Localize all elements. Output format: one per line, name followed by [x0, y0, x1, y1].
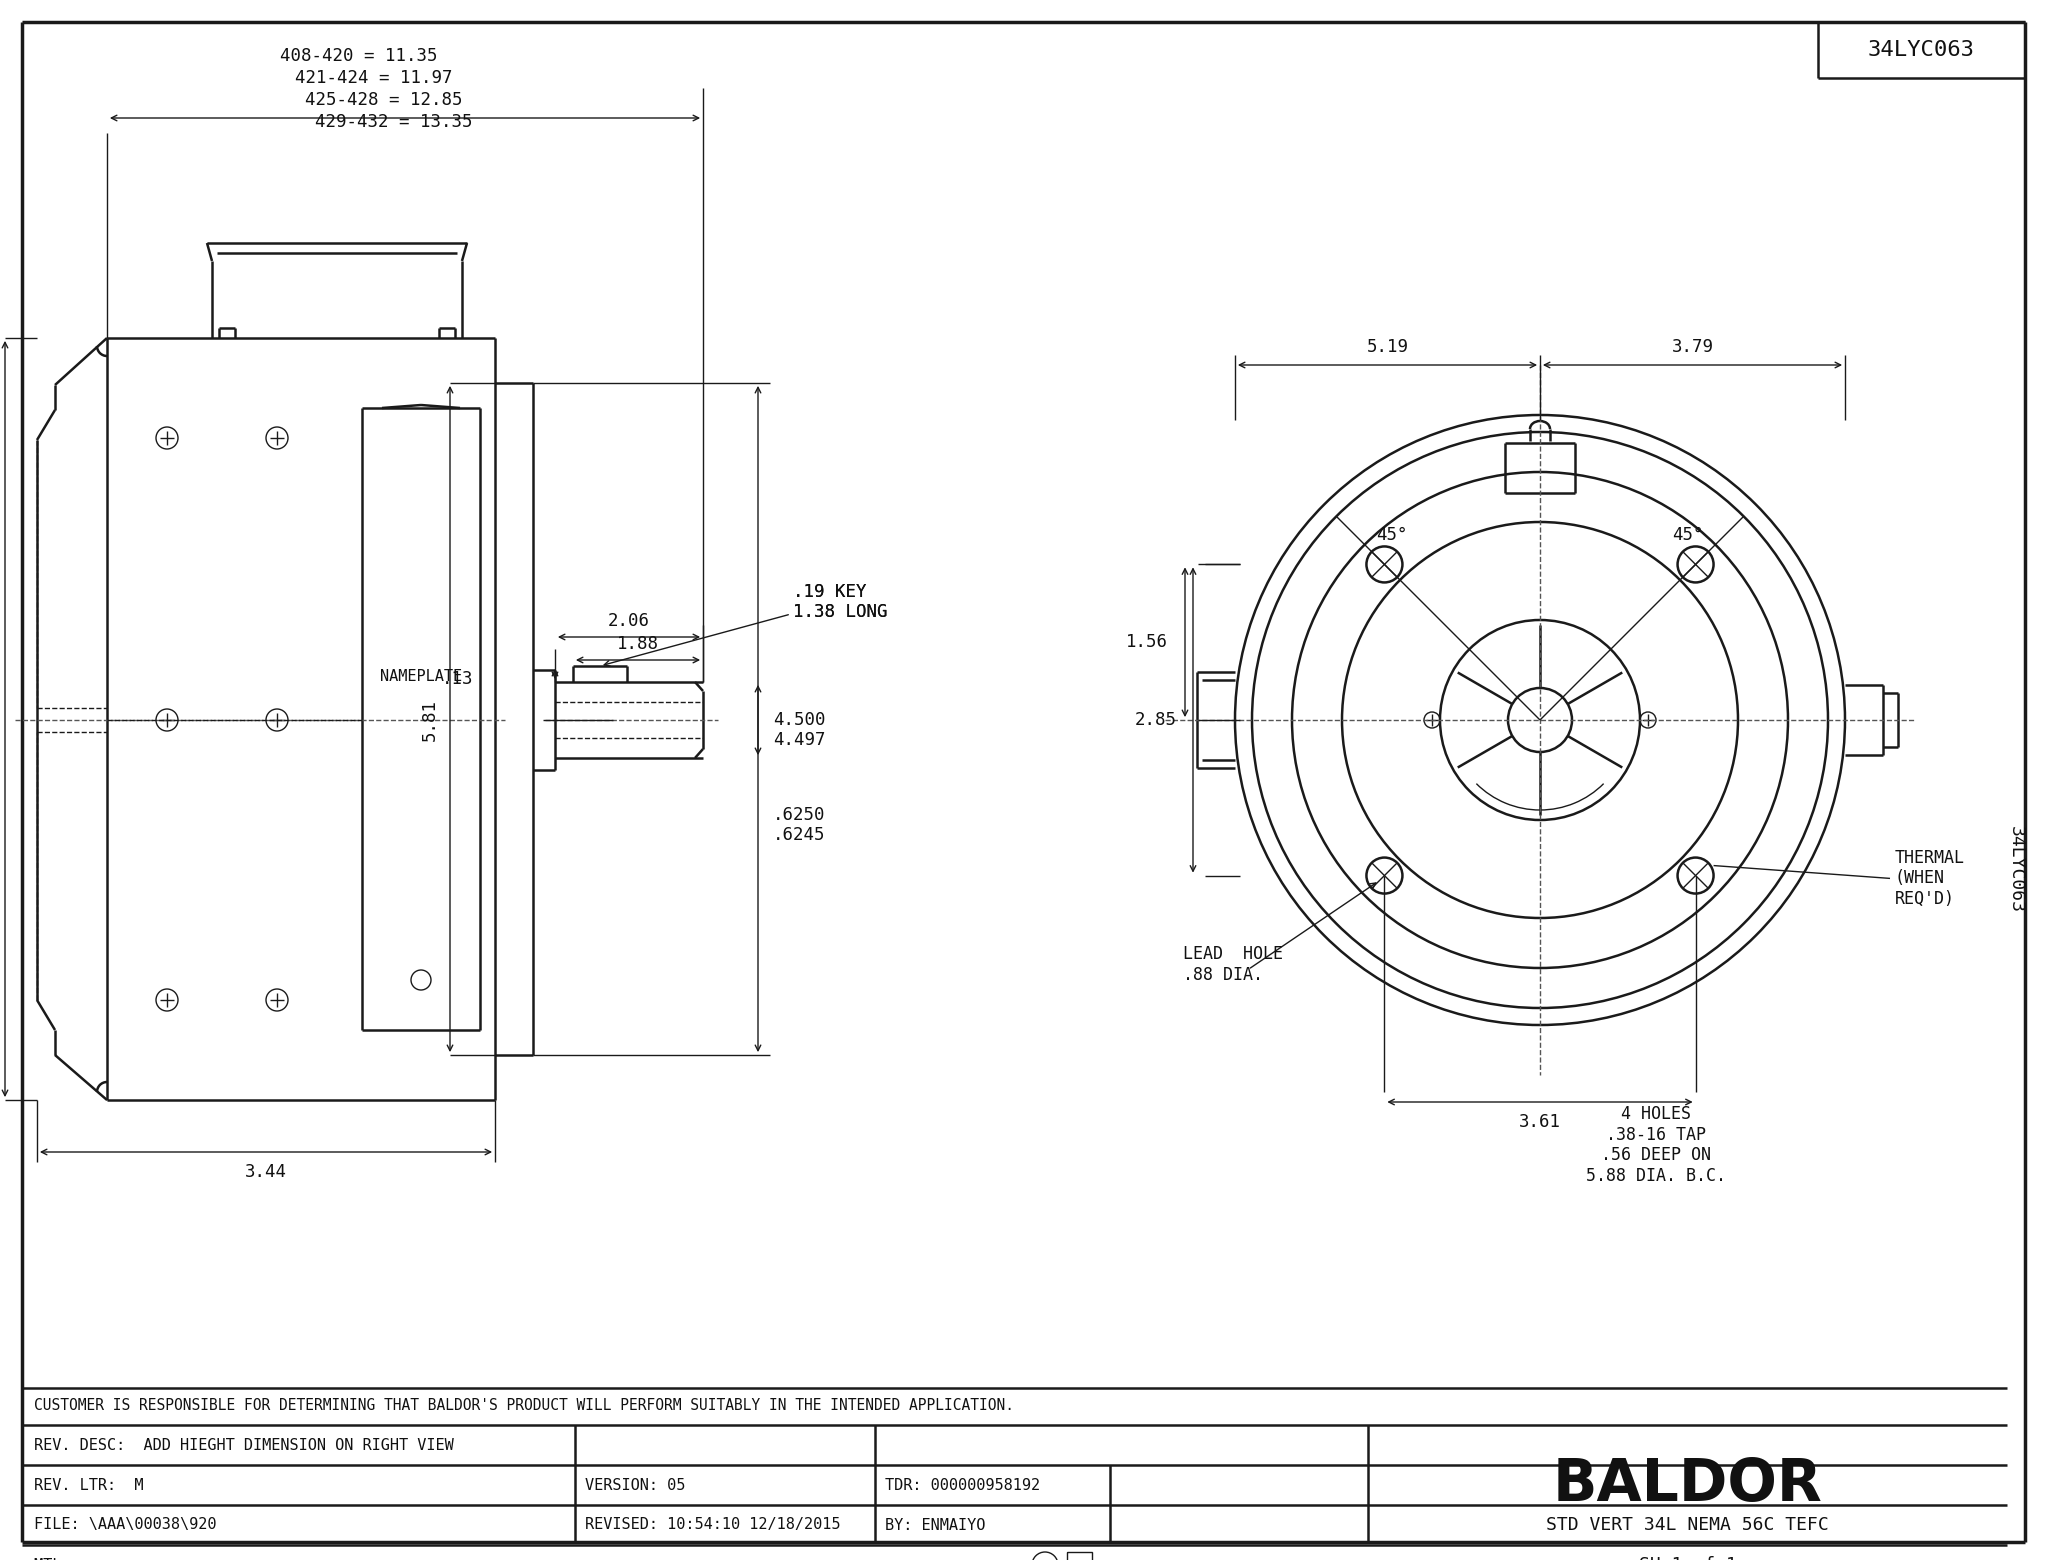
Text: NAMEPLATE: NAMEPLATE — [381, 669, 463, 683]
Text: 34LYC063: 34LYC063 — [1868, 41, 1974, 59]
Text: 45°: 45° — [1376, 526, 1407, 544]
Text: REV. LTR:  M: REV. LTR: M — [35, 1477, 143, 1493]
Text: .13: .13 — [442, 669, 473, 688]
Text: STD VERT 34L NEMA 56C TEFC: STD VERT 34L NEMA 56C TEFC — [1546, 1516, 1829, 1533]
Text: 34LYC063: 34LYC063 — [2007, 827, 2025, 914]
Text: 5.19: 5.19 — [1366, 339, 1409, 356]
Text: 45°: 45° — [1673, 526, 1704, 544]
Text: SH 1 of 1: SH 1 of 1 — [1638, 1555, 1737, 1560]
Text: FILE: \AAA\00038\920: FILE: \AAA\00038\920 — [35, 1518, 217, 1532]
Text: REV. DESC:  ADD HIEGHT DIMENSION ON RIGHT VIEW: REV. DESC: ADD HIEGHT DIMENSION ON RIGHT… — [35, 1437, 455, 1452]
Text: 2.06: 2.06 — [608, 612, 649, 630]
Text: 2.85: 2.85 — [1135, 711, 1178, 729]
Text: REVISED: 10:54:10 12/18/2015: REVISED: 10:54:10 12/18/2015 — [586, 1518, 840, 1532]
Text: .19 KEY
1.38 LONG: .19 KEY 1.38 LONG — [793, 582, 887, 621]
Text: 429-432 = 13.35: 429-432 = 13.35 — [315, 112, 473, 131]
Text: 3.79: 3.79 — [1671, 339, 1714, 356]
Text: MTL: –: MTL: – — [35, 1557, 88, 1560]
Text: .19 KEY
1.38 LONG: .19 KEY 1.38 LONG — [793, 582, 887, 621]
Text: LEAD  HOLE
.88 DIA.: LEAD HOLE .88 DIA. — [1184, 945, 1282, 984]
Text: 3.61: 3.61 — [1520, 1112, 1561, 1131]
Bar — [1067, 1552, 1092, 1560]
Text: 1.56: 1.56 — [1126, 633, 1167, 651]
Text: VERSION: 05: VERSION: 05 — [586, 1477, 686, 1493]
Text: 421-424 = 11.97: 421-424 = 11.97 — [295, 69, 453, 87]
Text: 408-420 = 11.35: 408-420 = 11.35 — [281, 47, 438, 66]
Text: .6250
.6245: .6250 .6245 — [772, 805, 825, 844]
Text: 425-428 = 12.85: 425-428 = 12.85 — [305, 90, 463, 109]
Text: BY: ENMAIYO: BY: ENMAIYO — [885, 1518, 985, 1532]
Text: 1.88: 1.88 — [616, 635, 659, 654]
Text: THERMAL
(WHEN
REQ'D): THERMAL (WHEN REQ'D) — [1894, 849, 1964, 908]
Text: TDR: 000000958192: TDR: 000000958192 — [885, 1477, 1040, 1493]
Text: 3.44: 3.44 — [246, 1164, 287, 1181]
Text: 4.500
4.497: 4.500 4.497 — [772, 711, 825, 749]
Text: BALDOR: BALDOR — [1552, 1457, 1823, 1513]
Text: 4 HOLES
.38-16 TAP
.56 DEEP ON
5.88 DIA. B.C.: 4 HOLES .38-16 TAP .56 DEEP ON 5.88 DIA.… — [1585, 1104, 1726, 1186]
Text: 5.81: 5.81 — [422, 699, 438, 741]
Text: CUSTOMER IS RESPONSIBLE FOR DETERMINING THAT BALDOR'S PRODUCT WILL PERFORM SUITA: CUSTOMER IS RESPONSIBLE FOR DETERMINING … — [35, 1398, 1014, 1413]
